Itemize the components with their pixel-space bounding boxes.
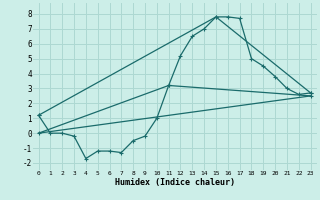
- X-axis label: Humidex (Indice chaleur): Humidex (Indice chaleur): [115, 178, 235, 187]
